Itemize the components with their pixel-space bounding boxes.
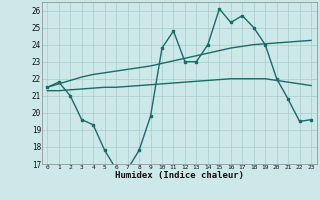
X-axis label: Humidex (Indice chaleur): Humidex (Indice chaleur) (115, 171, 244, 180)
